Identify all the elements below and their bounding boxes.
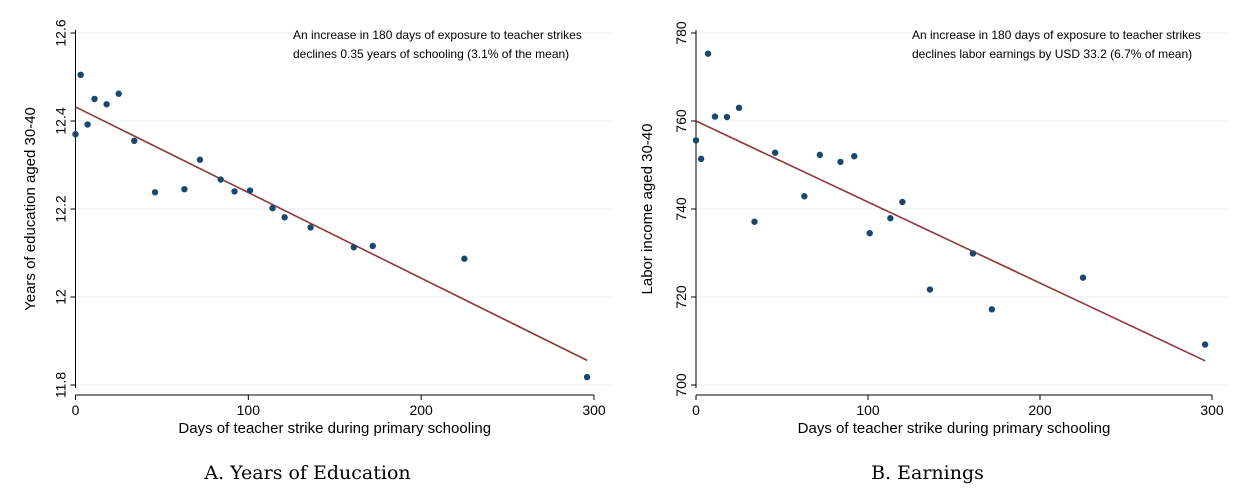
caption-a: A. Years of Education [204,462,411,484]
y-tick-label: 12.2 [53,195,69,222]
x-tick-label: 200 [1028,402,1052,418]
y-tick-label: 720 [673,285,689,309]
x-tick-label: 0 [72,402,80,418]
y-tick-label: 12.4 [53,107,69,134]
caption-b: B. Earnings [871,462,984,484]
x-tick-label: 0 [692,402,700,418]
data-point [77,71,84,79]
y-tick-label: 760 [673,109,689,133]
annotation-line: An increase in 180 days of exposure to t… [912,28,1201,42]
data-point [461,255,468,262]
annotation-line: declines labor earnings by USD 33.2 (6.7… [912,47,1192,61]
data-point [231,188,238,195]
data-point [735,104,743,112]
annotation-line: declines 0.35 years of schooling (3.1% o… [293,47,569,61]
y-tick-label: 780 [673,21,689,45]
data-point [103,101,110,108]
data-point [969,250,977,257]
y-axis-label: Years of education aged 30-40 [22,107,39,311]
data-point [837,158,844,166]
data-point [350,244,357,251]
data-point [751,218,758,225]
data-point [711,113,719,120]
data-point [697,155,705,163]
x-tick-label: 300 [1200,402,1224,418]
data-point [115,90,122,97]
y-tick-label: 12.6 [53,19,69,46]
y-tick-label: 700 [673,373,689,397]
data-point [217,176,224,183]
x-tick-label: 200 [409,402,433,418]
chart-panel-b: 700 720 740 760 780 0 100 200 300 Days of teacher… [620,0,1235,460]
fit-line [75,106,588,362]
chart-b: 700 720 740 760 780 0 100 200 300 Days of teacher… [620,0,1235,455]
data-point [851,153,858,160]
y-tick-label: 11.8 [53,372,69,398]
data-point [926,286,934,293]
chart-a: 11.8 12 12.2 12.4 12.6 0 100 200 300 Days of teac… [0,0,615,455]
data-point [866,230,873,237]
data-point [887,215,894,222]
data-point [704,50,712,57]
annotation-line: An increase in 180 days of exposure to t… [293,28,582,42]
data-point [151,189,159,196]
data-point [1201,341,1209,348]
data-point [1079,274,1087,281]
y-axis-label: Labor income aged 30-40 [639,124,656,295]
chart-background [620,0,1235,455]
data-point [72,131,79,138]
data-point [369,242,376,250]
x-axis-label: Days of teacher strike during primary sc… [178,420,491,437]
data-point [131,137,138,144]
data-point [307,224,314,231]
data-point [84,121,91,128]
data-point [91,95,98,103]
x-tick-label: 300 [582,402,606,418]
data-point [801,193,808,200]
x-tick-label: 100 [237,402,261,418]
data-point [899,198,906,206]
data-point [692,137,700,144]
data-point [281,214,288,221]
data-point [723,113,731,121]
data-point [181,186,188,193]
chart-panel-a: 11.8 12 12.2 12.4 12.6 0 100 200 300 Days of teac… [0,0,615,460]
data-point [246,187,254,194]
data-point [196,156,204,163]
x-tick-label: 100 [856,402,880,418]
fit-line [695,120,1206,362]
data-point [771,149,779,156]
data-point [269,204,276,212]
data-point [583,373,591,381]
data-point [988,306,996,313]
x-axis-label: Days of teacher strike during primary sc… [798,420,1111,437]
y-tick-label: 12 [53,289,69,305]
y-tick-label: 740 [673,197,689,221]
data-point [816,151,824,159]
